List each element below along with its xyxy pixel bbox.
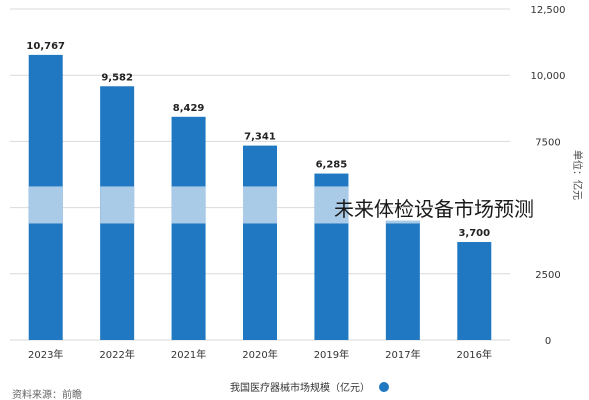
bar-value-label: 3,700 <box>458 228 490 239</box>
band-overlay <box>28 186 420 224</box>
legend-label: 我国医疗器械市场规模（亿元） <box>230 381 370 394</box>
bar-highlight-band <box>100 186 135 224</box>
x-tick-label: 2016年 <box>457 348 492 361</box>
y-tick-label: 10,000 <box>531 71 566 82</box>
bar-highlight-band <box>28 186 63 224</box>
x-tick-label: 2023年 <box>28 348 63 361</box>
y-tick-label: 7500 <box>535 137 560 148</box>
y-tick-label: 0 <box>545 336 551 347</box>
y-axis-label: 单位：亿元 <box>571 150 584 200</box>
x-axis-ticks: 2023年 2022年 2021年 2020年 2019年 2017年 2016年 <box>28 348 492 361</box>
data-labels: 10,767 9,582 8,429 7,341 6,285 3,700 <box>26 41 490 239</box>
bar-value-label: 7,341 <box>244 132 276 143</box>
bar <box>457 242 492 340</box>
x-tick-label: 2020年 <box>242 348 277 361</box>
bar-value-label: 9,582 <box>101 72 133 83</box>
y-axis-label-text: 单位：亿元 <box>571 150 584 200</box>
bar-value-label: 10,767 <box>26 41 65 52</box>
bar-highlight-band <box>243 186 277 224</box>
bar <box>171 116 206 340</box>
bar-value-label: 6,285 <box>316 160 348 171</box>
source: 资料来源：前瞻 <box>12 388 82 400</box>
legend: 我国医疗器械市场规模（亿元） <box>230 381 389 394</box>
bar-value-label: 8,429 <box>173 103 205 114</box>
y-tick-label: 2500 <box>535 270 560 281</box>
bar-highlight-band <box>171 186 206 224</box>
y-tick-label: 12,500 <box>531 5 566 16</box>
x-tick-label: 2019年 <box>314 348 349 361</box>
source-label: 资料来源：前瞻 <box>12 388 82 400</box>
bars <box>28 54 492 341</box>
legend-marker <box>379 382 389 392</box>
bar-highlight-band <box>314 186 349 224</box>
overlay-title: 未来体检设备市场预测 <box>334 197 534 221</box>
bar-highlight-band <box>385 220 420 224</box>
x-tick-label: 2022年 <box>99 348 134 361</box>
y-axis-ticks: 0 2500 7500 10,000 12,500 <box>531 5 566 347</box>
bar <box>385 220 420 340</box>
x-tick-label: 2017年 <box>385 348 420 361</box>
x-tick-label: 2021年 <box>171 348 206 361</box>
bar <box>243 145 277 340</box>
